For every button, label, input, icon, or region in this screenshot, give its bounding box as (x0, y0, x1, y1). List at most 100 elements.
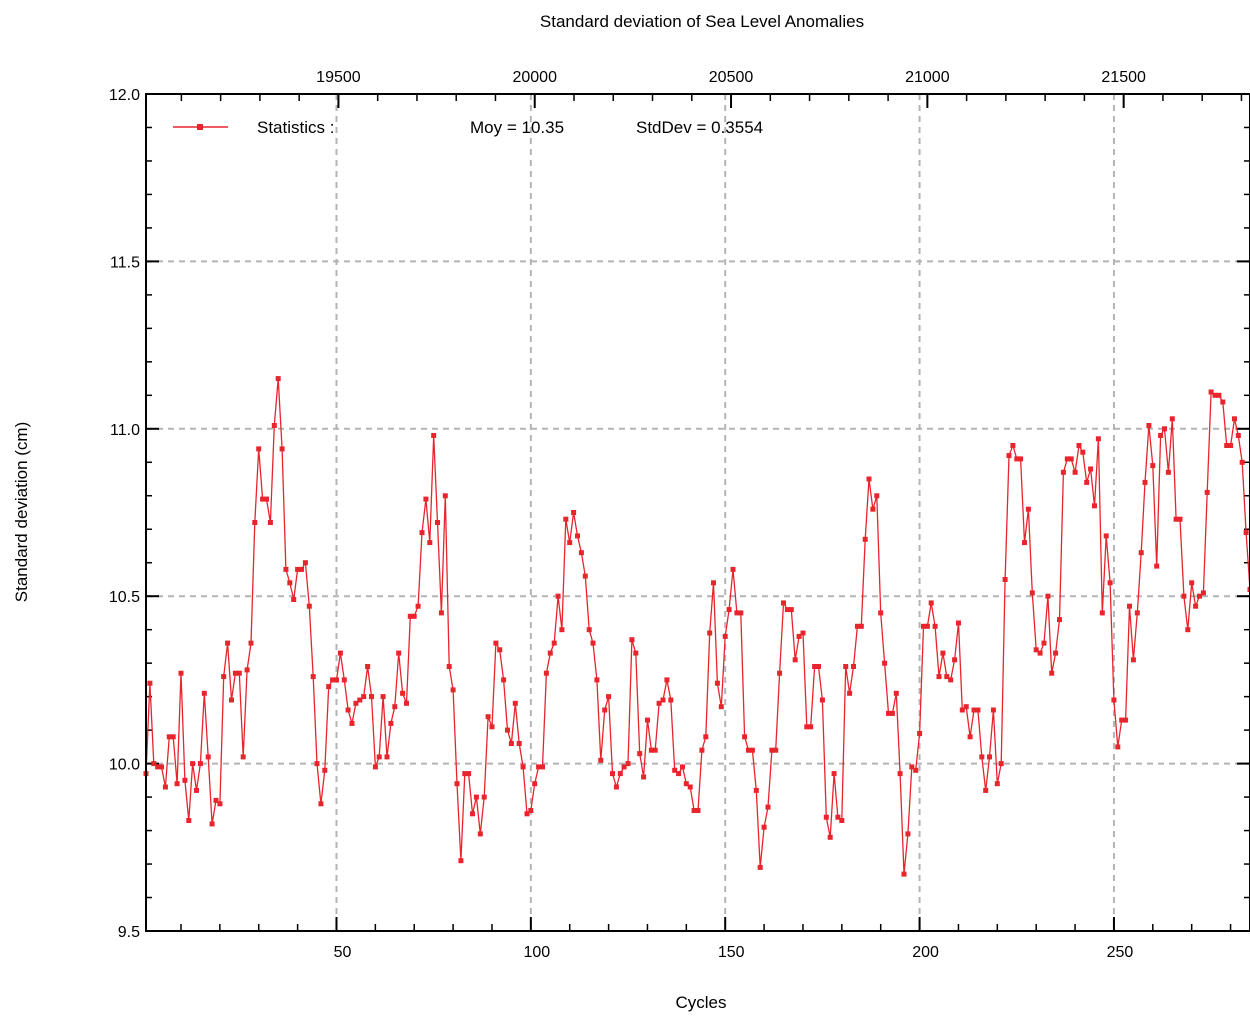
data-point (458, 858, 464, 864)
data-point (349, 720, 355, 726)
data-point (777, 670, 783, 676)
data-point (742, 734, 748, 740)
data-point (524, 811, 530, 817)
top-tick-label: 21000 (905, 69, 950, 86)
data-point (641, 774, 647, 780)
grid-lines (146, 94, 1250, 931)
data-point (162, 784, 168, 790)
data-point (1084, 479, 1090, 485)
data-point (283, 566, 289, 572)
data-point (357, 697, 363, 703)
data-point (291, 597, 297, 602)
data-point (956, 620, 961, 626)
data-point (788, 607, 794, 613)
data-point (201, 690, 207, 696)
y-tick-label: 12.0 (109, 87, 140, 104)
data-point (462, 771, 468, 777)
x-tick-label: 100 (523, 944, 550, 961)
data-point (287, 580, 293, 586)
data-point (718, 704, 724, 710)
data-point (543, 670, 549, 676)
data-point (559, 627, 565, 633)
y-axis-label: Standard deviation (cm) (12, 422, 31, 602)
data-point (345, 707, 351, 713)
data-point (411, 613, 417, 619)
data-point (540, 764, 545, 770)
data-point (781, 600, 786, 606)
data-point (714, 680, 720, 686)
data-point (676, 771, 682, 777)
data-point (812, 664, 818, 669)
data-point (1134, 610, 1140, 616)
data-point (940, 650, 946, 656)
data-point (186, 818, 192, 823)
data-point (893, 690, 899, 696)
data-point (819, 697, 825, 703)
data-point (271, 423, 277, 428)
data-point (166, 734, 172, 740)
data-point (404, 700, 409, 706)
data-point (197, 761, 203, 767)
data-point (423, 496, 429, 502)
x-tick-label: 250 (1107, 944, 1134, 961)
data-point (376, 754, 382, 760)
data-point (159, 764, 164, 770)
data-point (1006, 453, 1012, 459)
data-point (924, 623, 930, 629)
data-point (365, 664, 371, 669)
data-point (664, 677, 670, 683)
data-point (726, 607, 732, 613)
data-point (314, 761, 320, 767)
data-point (858, 623, 864, 629)
data-point (866, 476, 872, 482)
data-point (959, 707, 965, 713)
data-point (769, 747, 775, 753)
data-point (1072, 469, 1078, 475)
data-point (967, 734, 973, 740)
data-point (784, 607, 790, 613)
legend-label: Statistics : (257, 118, 334, 137)
data-point (862, 536, 868, 542)
data-point (1247, 587, 1250, 592)
data-point (971, 707, 977, 713)
data-point (1095, 436, 1101, 442)
data-point (1041, 640, 1047, 646)
data-point (299, 566, 304, 572)
data-point (1216, 392, 1222, 398)
data-point (998, 761, 1004, 767)
data-point (586, 627, 592, 633)
data-point (602, 707, 608, 713)
data-point (1235, 433, 1241, 438)
data-point (151, 761, 157, 767)
y-tick-label: 10.0 (109, 757, 140, 774)
data-point (485, 714, 491, 720)
data-point (928, 600, 934, 606)
data-point (983, 787, 989, 793)
data-point (1049, 670, 1055, 676)
data-point (178, 670, 184, 676)
data-point (749, 747, 755, 753)
x-tick-label: 200 (912, 944, 939, 961)
data-point (1212, 392, 1218, 398)
x-axis-label: Cycles (675, 993, 726, 1012)
data-point (773, 747, 779, 753)
data-point (637, 751, 643, 757)
data-point (1204, 489, 1210, 495)
data-point (645, 717, 650, 723)
data-point (470, 811, 475, 817)
data-point (932, 623, 938, 629)
data-point (610, 771, 615, 777)
data-point (944, 674, 950, 680)
data-point (438, 610, 444, 616)
data-point (330, 677, 336, 683)
data-point (1169, 416, 1175, 422)
data-point (1018, 456, 1024, 462)
data-point (341, 677, 347, 683)
data-point (897, 771, 903, 777)
data-point (473, 794, 479, 800)
data-point (1173, 516, 1179, 522)
y-tick-label: 10.5 (109, 589, 140, 606)
series-layer (143, 376, 1250, 877)
data-point (264, 496, 269, 502)
